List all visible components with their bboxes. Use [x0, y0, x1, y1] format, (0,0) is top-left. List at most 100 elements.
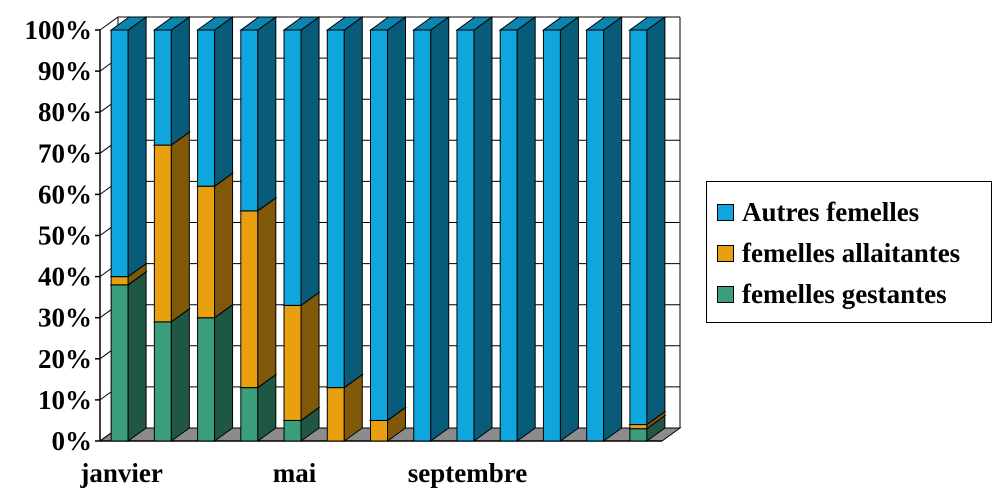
y-tick-label: 80% — [38, 97, 92, 127]
bar-top-face — [325, 16, 364, 31]
bar-segment — [325, 16, 364, 389]
bar-side-face — [214, 172, 234, 319]
bar-front-face — [629, 428, 648, 442]
bar-front-face — [197, 185, 216, 319]
y-tick-label: 100% — [25, 15, 93, 45]
bar-side-face — [257, 196, 277, 389]
bar-side-face — [430, 16, 450, 442]
bar-side-face — [343, 16, 363, 389]
bar-top-face — [282, 16, 321, 31]
bar-side-face — [170, 131, 190, 323]
x-axis-labels: janvier mai septembre — [79, 458, 527, 488]
bar-front-face — [326, 29, 345, 389]
bar-front-face — [197, 317, 216, 442]
legend-swatch-femelles-gestantes — [717, 285, 734, 303]
bar-segment — [628, 16, 667, 426]
bar-side-face — [127, 270, 147, 442]
bar-top-face — [196, 16, 235, 31]
bar-side-face — [300, 16, 320, 307]
bar-top-face — [498, 16, 537, 31]
bar-side-face — [127, 16, 147, 278]
bar-side-face — [214, 16, 234, 188]
bar-front-face — [240, 210, 259, 389]
y-tick-label: 10% — [38, 385, 92, 415]
bar-front-face — [370, 419, 388, 442]
bar-segment — [585, 16, 624, 442]
bar-side-face — [603, 16, 623, 442]
bar-front-face — [629, 29, 648, 426]
y-tick-label: 20% — [38, 344, 92, 374]
bar-front-face — [456, 29, 475, 442]
bar-side-face — [170, 307, 190, 442]
y-axis-ticks: 0% 10% 20% 30% 40% 50% 60% 70% 80% 90% 100% — [25, 15, 100, 456]
legend-item-femelles-allaitantes: femelles allaitantes — [717, 237, 960, 269]
bar-segment — [541, 16, 580, 442]
y-tick-label: 70% — [38, 138, 92, 168]
bar-segment — [239, 16, 278, 212]
legend-label-femelles-gestantes: femelles gestantes — [742, 278, 947, 309]
legend-swatch-autres-femelles — [717, 203, 734, 221]
legend-item-femelles-gestantes: femelles gestantes — [717, 278, 947, 310]
bars — [109, 16, 667, 442]
bar-side-face — [170, 16, 190, 147]
y-tick-label: 40% — [38, 262, 92, 292]
bar-side-face — [387, 16, 406, 422]
legend-swatch-femelles-allaitantes — [717, 244, 734, 262]
bar-top-face — [412, 16, 451, 31]
bar-top-face — [368, 16, 408, 31]
bar-segment — [498, 16, 537, 442]
y-tick-label: 30% — [38, 303, 92, 333]
bar-segment — [282, 16, 321, 307]
legend-item-autres-femelles: Autres femelles — [717, 196, 919, 228]
bar-front-face — [153, 144, 172, 323]
bar-side-face — [214, 303, 234, 442]
y-tick-label: 60% — [38, 179, 92, 209]
bar-front-face — [240, 29, 259, 212]
bar-segment — [368, 16, 408, 422]
bar-top-face — [239, 16, 278, 31]
bar-front-face — [153, 321, 172, 442]
bar-front-face — [197, 29, 216, 187]
bar-front-face — [629, 424, 648, 430]
bar-front-face — [586, 29, 605, 442]
bar-segment — [152, 307, 191, 442]
bar-side-face — [516, 16, 536, 442]
bar-segment — [412, 16, 451, 442]
y-tick-label: 50% — [38, 221, 92, 251]
bar-segment — [282, 291, 321, 422]
bar-front-face — [240, 387, 259, 442]
bar-side-face — [559, 16, 579, 442]
bar-top-face — [628, 16, 667, 31]
bar-segment — [109, 16, 148, 278]
bar-top-face — [541, 16, 580, 31]
bar-front-face — [153, 29, 172, 146]
bar-front-face — [110, 276, 129, 286]
bar-front-face — [283, 304, 302, 421]
bar-segment — [152, 16, 191, 147]
bar-top-face — [455, 16, 494, 31]
x-category-label: janvier — [79, 458, 162, 488]
bar-front-face — [326, 387, 345, 442]
bar-front-face — [413, 29, 432, 442]
bar-segment — [196, 303, 235, 442]
bar-top-face — [585, 16, 624, 31]
chart-legend: Autres femelles femelles allaitantes fem… — [706, 181, 992, 323]
x-category-label: mai — [273, 458, 317, 488]
bar-front-face — [499, 29, 518, 442]
x-category-label: septembre — [408, 458, 527, 488]
bar-front-face — [283, 419, 302, 442]
bar-segment — [196, 172, 235, 319]
bar-front-face — [283, 29, 302, 306]
y-tick-label: 0% — [52, 426, 93, 456]
bar-top-face — [152, 16, 191, 31]
bar-segment — [455, 16, 494, 442]
bar-side-face — [300, 291, 320, 422]
bar-front-face — [110, 29, 129, 278]
bar-front-face — [542, 29, 561, 442]
legend-label-femelles-allaitantes: femelles allaitantes — [742, 237, 961, 268]
bar-top-face — [109, 16, 148, 31]
bar-side-face — [646, 16, 666, 426]
bar-segment — [109, 270, 148, 442]
bar-side-face — [473, 16, 493, 442]
